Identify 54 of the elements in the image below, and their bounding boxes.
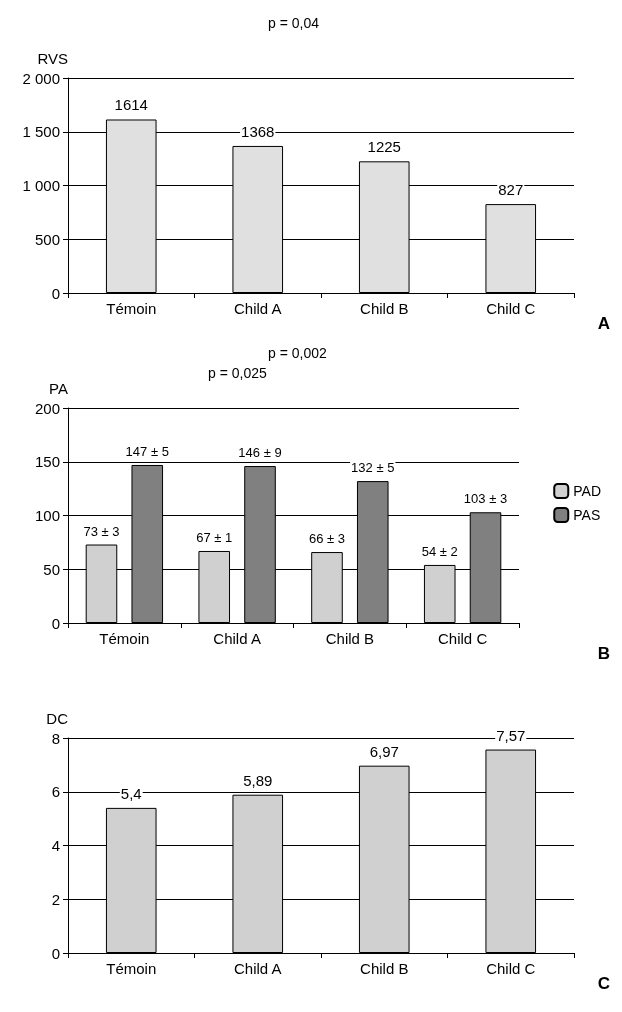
data-label: 827 <box>498 181 524 199</box>
x-tick-label: Témoin <box>99 630 150 647</box>
x-tick-label: Child B <box>360 300 409 317</box>
y-tick-label: 500 <box>34 230 60 248</box>
data-label: 146 ± 9 <box>238 445 282 461</box>
data-label: 54 ± 2 <box>421 543 458 559</box>
data-label: 5,89 <box>243 771 273 789</box>
data-label: 1614 <box>114 96 148 114</box>
x-tick-label: Child A <box>213 630 261 647</box>
data-label: 67 ± 1 <box>196 529 233 545</box>
legend-label: PAS <box>573 507 601 523</box>
data-label: 6,97 <box>369 742 399 760</box>
x-tick-label: Témoin <box>106 300 157 317</box>
y-tick-label: 200 <box>34 399 60 417</box>
text: B <box>597 644 610 663</box>
y-tick-label: 2 <box>51 890 60 908</box>
data-label: 66 ± 3 <box>308 531 346 547</box>
y-tick-label: 0 <box>51 614 60 632</box>
legend-label: PAD <box>573 483 601 499</box>
x-tick-label: Témoin <box>106 960 157 977</box>
data-label: 147 ± 5 <box>125 443 169 459</box>
y-tick-label: 2 000 <box>22 69 60 87</box>
data-label: 132 ± 5 <box>351 460 395 476</box>
y-axis-title: PA <box>49 380 68 397</box>
data-label: 1368 <box>241 122 275 140</box>
y-axis-title: RVS <box>37 50 68 67</box>
y-tick-label: 0 <box>51 284 60 302</box>
x-tick-label: Child B <box>325 630 375 647</box>
text: A <box>597 314 610 333</box>
y-tick-label: 0 <box>51 944 60 962</box>
data-label: 73 ± 3 <box>83 523 120 539</box>
x-tick-label: Child C <box>438 630 488 647</box>
x-tick-label: Child B <box>360 960 409 977</box>
y-tick-label: 4 <box>51 837 60 854</box>
y-tick-label: 6 <box>51 783 60 801</box>
text: p = 0,025 <box>208 365 267 381</box>
x-tick-label: Child C <box>486 300 536 317</box>
text: C <box>597 974 610 993</box>
y-axis-title: DC <box>46 710 69 727</box>
text: p = 0,002 <box>268 345 327 361</box>
y-tick-label: 150 <box>34 453 60 471</box>
x-tick-label: Child A <box>233 300 282 317</box>
data-label: 7,57 <box>496 726 526 744</box>
text: p = 0,04 <box>268 15 320 31</box>
data-label: 103 ± 3 <box>463 491 508 507</box>
x-tick-label: Child A <box>233 960 282 977</box>
y-tick-label: 8 <box>51 729 60 747</box>
y-tick-label: 1 500 <box>22 123 60 141</box>
y-tick-label: 100 <box>34 507 60 524</box>
y-tick-label: 50 <box>43 560 60 578</box>
data-label: 5,4 <box>120 784 142 802</box>
x-tick-label: Child C <box>486 960 536 977</box>
y-tick-label: 1 000 <box>22 177 60 194</box>
data-label: 1225 <box>367 138 401 156</box>
